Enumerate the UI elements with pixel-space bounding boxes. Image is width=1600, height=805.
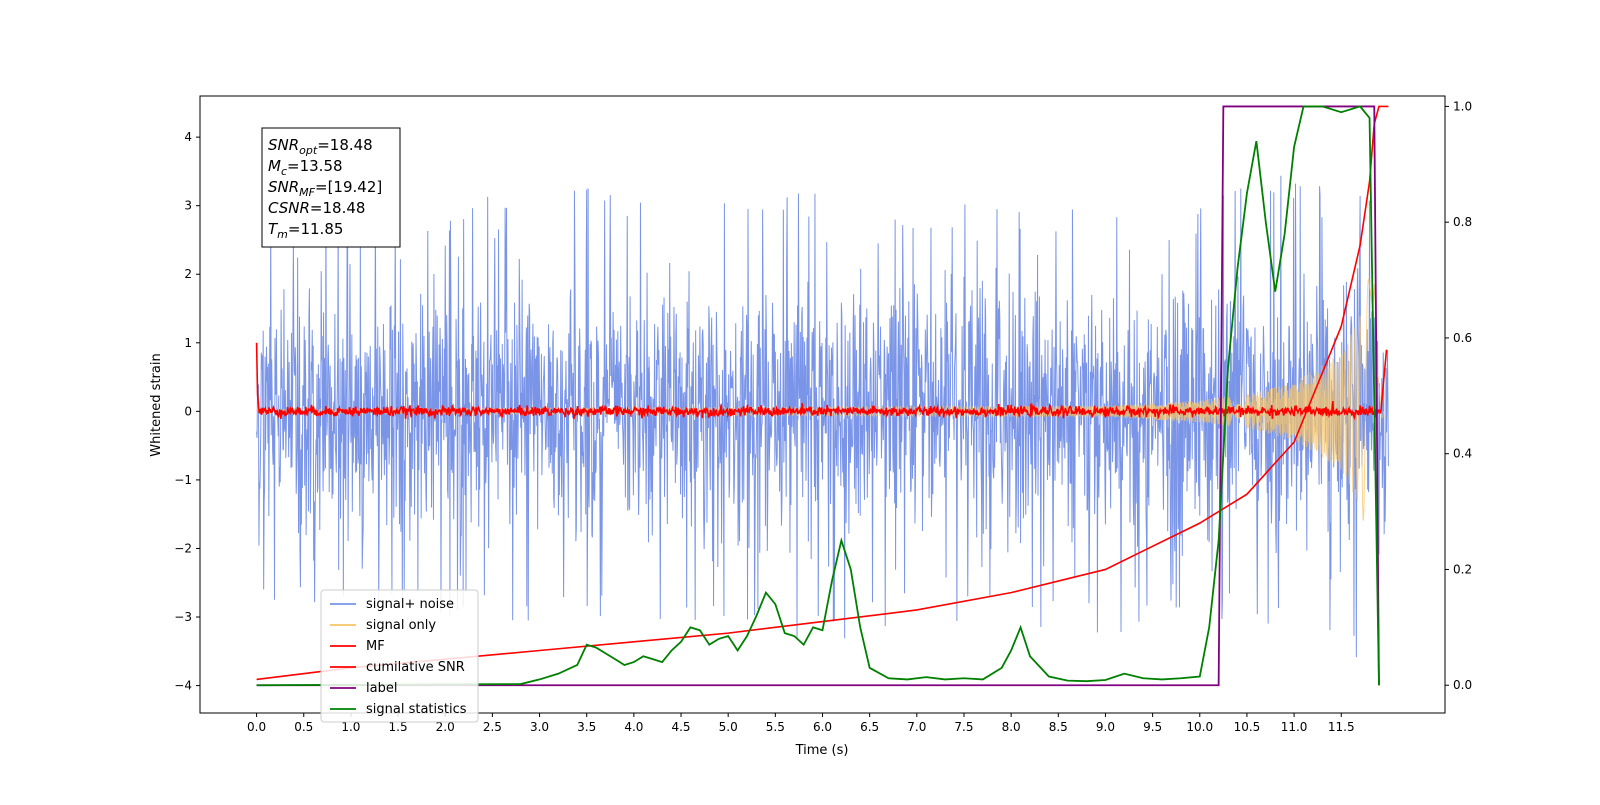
x-tick-label: 1.5 [389,720,408,734]
series-signal-statistics [256,105,1380,687]
x-tick-label: 3.0 [530,720,549,734]
y2-tick-label: 0.0 [1453,678,1472,692]
x-tick-label: 4.5 [671,720,690,734]
x-tick-label: 5.0 [719,720,738,734]
y2-tick-label: 0.6 [1453,331,1472,345]
y-tick-label: 2 [184,267,192,281]
x-tick-label: 10.0 [1186,720,1213,734]
x-axis-label: Time (s) [795,743,849,758]
x-tick-label: 9.5 [1143,720,1162,734]
y-tick-label: −2 [174,541,192,555]
y-tick-label: 0 [184,404,192,418]
x-tick-label: 11.0 [1281,720,1308,734]
y2-tick-label: 0.8 [1453,215,1472,229]
legend-entry: cumilative SNR [330,660,465,675]
series-mf [255,342,1388,421]
x-tick-label: 1.0 [341,720,360,734]
x-tick-label: 0.5 [294,720,313,734]
x-tick-label: 4.0 [624,720,643,734]
annotation-line: SNRMF=[19.42] [268,178,382,199]
legend-entry: MF [330,639,385,654]
x-tick-label: 8.0 [1002,720,1021,734]
y2-tick-label: 1.0 [1453,99,1472,113]
legend-label: label [366,681,397,696]
y-tick-label: 3 [184,199,192,213]
legend-label: cumilative SNR [366,660,465,675]
series-layer [255,105,1389,687]
x-tick-label: 10.5 [1234,720,1261,734]
y2-tick-label: 0.4 [1453,447,1472,461]
legend-entry: signal statistics [330,702,467,717]
y-axis-right: 0.0 0.2 0.4 0.6 0.8 1.0 [1445,99,1472,692]
legend-entry: signal only [330,618,436,633]
y-axis-label: Whitened strain [149,353,164,456]
series-signal-noise [256,175,1389,658]
x-tick-label: 0.0 [247,720,266,734]
x-tick-label: 7.0 [907,720,926,734]
legend-entry: label [330,681,397,696]
x-tick-label: 11.5 [1328,720,1355,734]
y-tick-label: −4 [174,679,192,693]
legend: signal+ noise signal only MF cumilative SNR… [320,589,479,723]
series-label [256,105,1380,687]
x-tick-label: 2.0 [436,720,455,734]
legend-label: signal only [366,618,436,633]
annotation-line: SNRopt=18.48 [268,136,373,157]
x-tick-label: 6.0 [813,720,832,734]
annotation-line: CSNR=18.48 [268,199,365,217]
x-tick-label: 5.5 [766,720,785,734]
x-axis: 0.0 0.5 1.0 1.5 2.0 2.5 3.0 3.5 4.0 4.5 5.0 5.5 6.0 6… [247,713,1355,734]
x-tick-label: 8.5 [1049,720,1068,734]
annotation-line: Tm=11.85 [268,220,343,241]
y-axis-left: −4 −3 −2 −1 0 1 2 3 4 [174,130,200,693]
legend-label: signal+ noise [366,597,454,612]
x-tick-label: 7.5 [954,720,973,734]
y-tick-label: 1 [184,336,192,350]
y-tick-label: −1 [174,473,192,487]
annotation-line: Mc=13.58 [268,157,343,178]
x-tick-label: 3.5 [577,720,596,734]
x-tick-label: 6.5 [860,720,879,734]
legend-entry: signal+ noise [330,597,454,612]
y-tick-label: 4 [184,130,192,144]
series-cumulative-snr [256,105,1389,681]
stats-annotation-box: SNRopt=18.48Mc=13.58SNRMF=[19.42]CSNR=18… [261,127,401,248]
x-tick-label: 2.5 [483,720,502,734]
y2-tick-label: 0.2 [1453,562,1472,576]
y-tick-label: −3 [174,610,192,624]
legend-label: signal statistics [366,702,467,717]
x-tick-label: 9.0 [1096,720,1115,734]
legend-label: MF [366,639,385,654]
